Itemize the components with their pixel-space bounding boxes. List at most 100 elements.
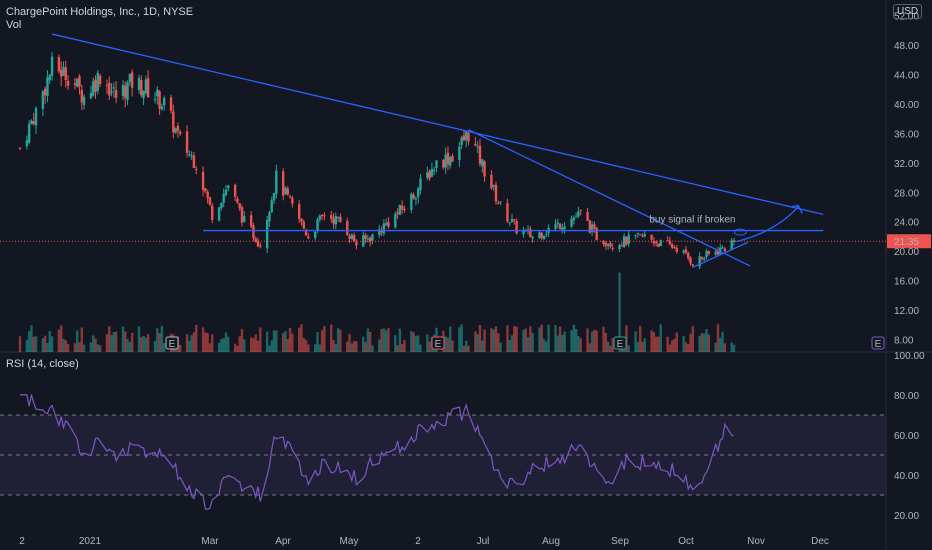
earnings-marker[interactable] (431, 336, 445, 350)
volume-bar (188, 340, 191, 352)
volume-bar (650, 330, 653, 352)
projection-arrow[interactable] (736, 206, 799, 243)
candle-body (705, 251, 708, 257)
earnings-marker-label: E (435, 339, 442, 350)
volume-bar (538, 327, 541, 352)
candle-body (174, 128, 177, 133)
volume-bar (320, 330, 324, 352)
volume-bar (252, 338, 255, 352)
volume-bar (50, 336, 54, 352)
volume-bar (355, 341, 358, 352)
candle-body (348, 236, 351, 239)
currency-badge[interactable]: USD (893, 4, 923, 19)
rsi-label[interactable]: RSI (14, close) (6, 358, 79, 370)
volume-bar (220, 339, 223, 352)
volume-bar (410, 331, 413, 352)
candle-body (160, 106, 164, 110)
volume-bar (682, 336, 685, 352)
earnings-marker-label: E (169, 339, 176, 350)
x-tick-label: Apr (275, 536, 291, 547)
candle-body (545, 233, 548, 235)
trendline-major[interactable] (51, 33, 824, 216)
volume-bar (700, 333, 704, 352)
volume-bar (716, 324, 720, 352)
candle-body (721, 247, 724, 249)
volume-bar (396, 345, 399, 352)
candle-body (403, 209, 406, 211)
candle-body (618, 245, 621, 250)
volume-bar (126, 339, 129, 352)
earnings-marker[interactable] (165, 336, 179, 350)
symbol-title[interactable]: ChargePoint Holdings, Inc., 1D, NYSE (6, 6, 194, 18)
volume-bar (146, 334, 150, 352)
candle-body (698, 256, 701, 267)
volume-bar (156, 328, 159, 352)
volume-bar (590, 331, 594, 352)
price-tick-label: 24.00 (894, 218, 919, 229)
volume-bar (515, 326, 518, 352)
candle-body (222, 193, 225, 203)
candle-body (66, 80, 70, 86)
candle-body (137, 77, 141, 90)
candle-body (208, 197, 212, 205)
volume-bar (595, 330, 598, 352)
earnings-marker[interactable] (871, 336, 885, 350)
volume-bar (606, 341, 610, 352)
candle-body (172, 111, 175, 133)
candle-body (465, 131, 468, 140)
candle-body (606, 244, 610, 246)
earnings-marker[interactable] (613, 336, 627, 350)
candle-body (89, 93, 93, 99)
candle-body (121, 84, 125, 97)
candle-body (368, 237, 372, 243)
candle-body (444, 154, 447, 168)
volume-bar (412, 332, 415, 352)
volume-bar (144, 337, 148, 352)
candle-body (700, 257, 704, 259)
candle-body (252, 225, 255, 239)
candle-body (352, 235, 356, 242)
candle-body (320, 215, 324, 217)
volume-bar (643, 338, 646, 352)
candle-body (707, 251, 711, 254)
trendline-minor[interactable] (468, 129, 751, 267)
candle-body (506, 203, 509, 222)
candle-body (508, 222, 511, 224)
candle-body (442, 159, 445, 168)
rsi-tick-label: 100.00 (894, 351, 925, 362)
candle-body (314, 231, 317, 238)
volume-bar (719, 337, 722, 352)
volume-bar (449, 326, 452, 352)
volume-bar (240, 329, 244, 352)
candle-body (467, 133, 470, 142)
candle-body (130, 72, 134, 88)
candle-body (414, 198, 418, 200)
volume-bar (336, 328, 340, 352)
volume-bar (703, 333, 706, 352)
candle-body (211, 205, 214, 221)
candle-body (691, 264, 695, 266)
volume-bar (195, 324, 198, 352)
trendline-break[interactable] (692, 241, 749, 268)
x-tick-label: Nov (747, 536, 765, 547)
volume-bar (721, 331, 724, 352)
volume-bar (588, 343, 592, 352)
volume-bar (158, 333, 161, 352)
candle-body (178, 131, 182, 134)
candle-body (140, 79, 143, 96)
candle-body (671, 244, 674, 248)
candle-body (46, 77, 49, 96)
highlight-circle[interactable] (733, 228, 747, 236)
candle-body (513, 219, 516, 221)
volume-bar (128, 341, 132, 352)
volume-bar (330, 324, 333, 352)
last-price-badge[interactable] (887, 234, 931, 249)
candle-body (657, 243, 660, 247)
candle-body (217, 207, 221, 221)
x-tick-label: Jul (477, 536, 490, 547)
candle-body (476, 146, 479, 148)
volume-bar (483, 329, 486, 352)
x-tick-label: Dec (811, 536, 829, 547)
candle-body (641, 235, 644, 237)
